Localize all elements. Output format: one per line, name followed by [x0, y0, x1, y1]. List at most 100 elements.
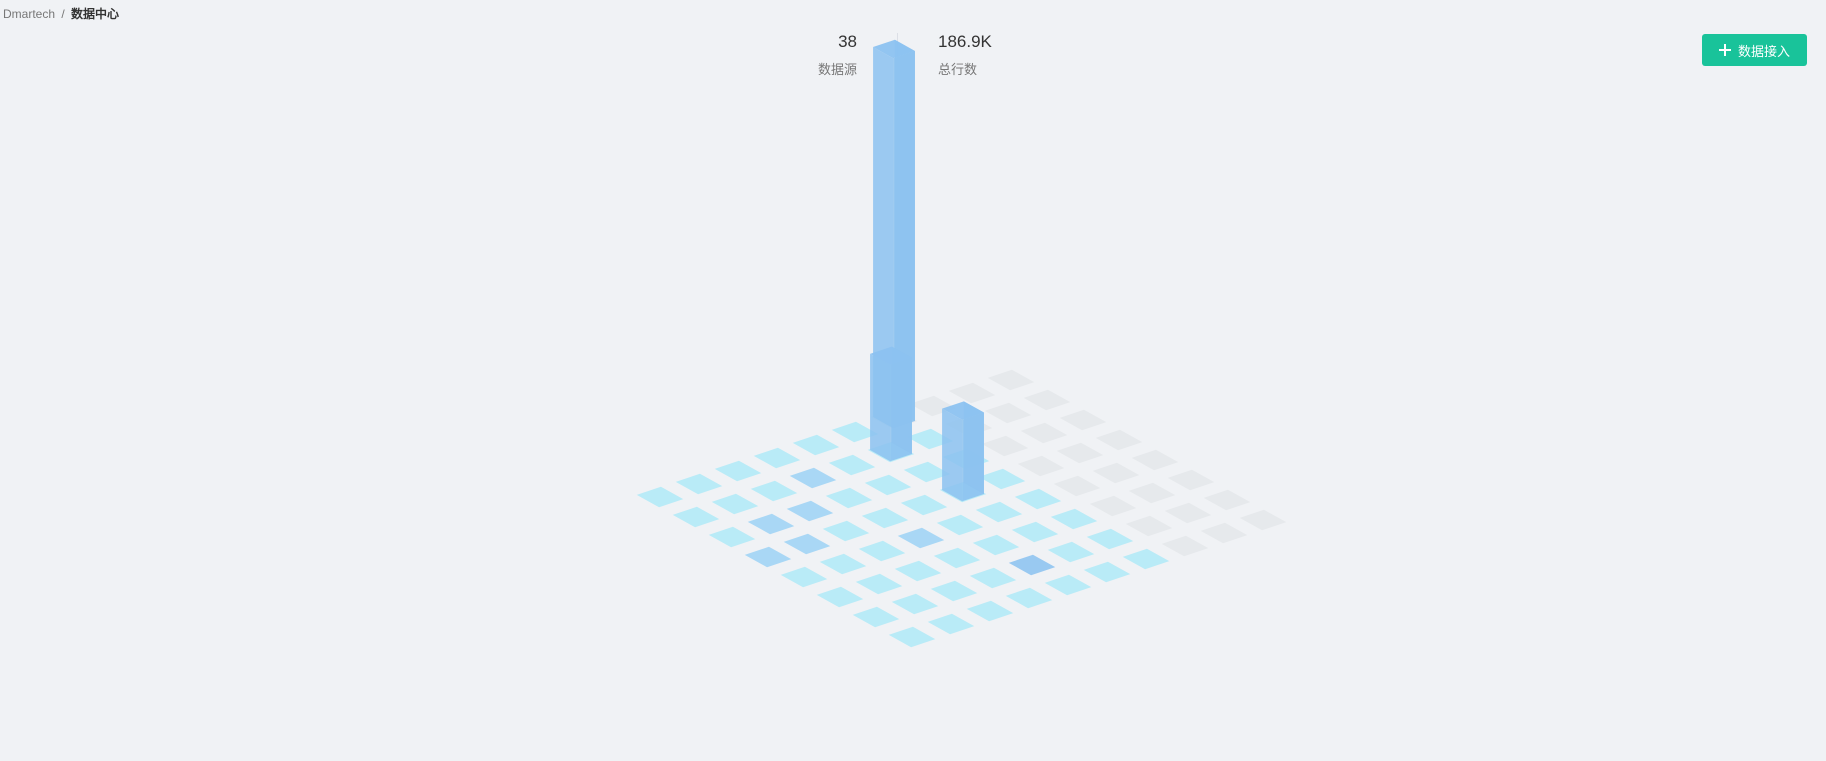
chart-bar[interactable] [870, 346, 912, 462]
chart-tile [984, 402, 1032, 424]
breadcrumb-separator: / [61, 7, 65, 21]
chart-tile [672, 506, 720, 528]
chart-tile [864, 474, 912, 496]
chart-tile [897, 527, 945, 549]
chart-bar-face [870, 353, 891, 462]
chart-bar-face [963, 401, 984, 494]
chart-tile [888, 626, 936, 648]
total-rows-count: 186.9K [938, 32, 992, 51]
chart-tile [1083, 561, 1131, 583]
chart-tile [894, 560, 942, 582]
chart-bar-face [873, 47, 894, 429]
chart-tile [747, 513, 795, 535]
chart-tile [987, 369, 1035, 391]
chart-tile [1008, 554, 1056, 576]
chart-tile [978, 468, 1026, 490]
chart-tile [930, 580, 978, 602]
chart-tile [1056, 442, 1104, 464]
chart-tile [1053, 475, 1101, 497]
chart-bar-top [942, 401, 984, 420]
chart-tile [855, 573, 903, 595]
chart-tile [1059, 409, 1107, 431]
total-rows-label: 总行数 [938, 62, 978, 77]
chart-tile [975, 501, 1023, 523]
chart-tile [936, 514, 984, 536]
chart-tile [711, 493, 759, 515]
chart-tile [1164, 502, 1212, 524]
chart-bar-top [873, 39, 915, 59]
chart-tile [1128, 482, 1176, 504]
chart-bars [870, 39, 984, 502]
chart-tile [1131, 449, 1179, 471]
chart-tile [1092, 462, 1140, 484]
chart-tile [903, 461, 951, 483]
chart-tile [675, 473, 723, 495]
chart-tile [792, 434, 840, 456]
chart-tile [1023, 389, 1071, 411]
chart-tile [948, 382, 996, 404]
chart-tile [969, 567, 1017, 589]
chart-tile [1050, 508, 1098, 530]
chart-bar[interactable] [873, 39, 915, 429]
chart-tile [825, 487, 873, 509]
chart-tile [1095, 429, 1143, 451]
chart-tile [966, 600, 1014, 622]
chart-tile [789, 467, 837, 489]
data-sources-count: 38 [838, 32, 857, 51]
chart-bar-top [870, 346, 912, 366]
chart-tile [786, 500, 834, 522]
breadcrumb-current: 数据中心 [71, 7, 120, 21]
data-connect-label: 数据接入 [1737, 43, 1790, 59]
chart-tile [708, 526, 756, 548]
stat-data-sources: 38 数据源 [815, 30, 857, 79]
chart-tile [900, 494, 948, 516]
chart-tile [1239, 509, 1287, 531]
chart-tile [1161, 535, 1209, 557]
chart-tile [852, 606, 900, 628]
breadcrumb: Dmartech / 数据中心 [3, 6, 119, 22]
chart-bar-face [891, 346, 912, 454]
chart-tile [780, 566, 828, 588]
chart-tile [1014, 488, 1062, 510]
chart-tile [858, 540, 906, 562]
chart-tile [1122, 548, 1170, 570]
chart-tile [1047, 541, 1095, 563]
chart-tile [927, 613, 975, 635]
chart-tile [906, 428, 954, 450]
chart-tile [1125, 515, 1173, 537]
breadcrumb-root[interactable]: Dmartech [3, 7, 56, 21]
chart-tile [783, 533, 831, 555]
chart-tile [1017, 455, 1065, 477]
summary-stats: 38 数据源 186.9K 总行数 [0, 30, 1826, 86]
chart-tile [828, 454, 876, 476]
chart-tile [1089, 495, 1137, 517]
chart-tile [861, 507, 909, 529]
chart-tile [816, 586, 864, 608]
chart-tile [1203, 489, 1251, 511]
chart-tile [822, 520, 870, 542]
chart-tile [1011, 521, 1059, 543]
chart-tile [981, 435, 1029, 457]
chart-tile [1167, 469, 1215, 491]
data-sources-label: 数据源 [817, 62, 857, 77]
chart-tile [636, 486, 684, 508]
chart-tile [831, 421, 879, 443]
chart-bar[interactable] [942, 401, 984, 502]
chart-tile [1200, 522, 1248, 544]
chart-tile [714, 460, 762, 482]
chart-tile [753, 447, 801, 469]
stat-total-rows: 186.9K 总行数 [938, 30, 1018, 79]
chart-tile [1020, 422, 1068, 444]
plus-icon [1718, 44, 1731, 56]
chart-tile [750, 480, 798, 502]
data-connect-button[interactable]: 数据接入 [1702, 34, 1807, 66]
chart-bar-face [894, 39, 915, 421]
chart-tile [1044, 574, 1092, 596]
chart-bar-face [942, 408, 963, 502]
chart-tile [744, 546, 792, 568]
chart-tile [972, 534, 1020, 556]
chart-tile [1086, 528, 1134, 550]
chart-tile [1005, 587, 1053, 609]
